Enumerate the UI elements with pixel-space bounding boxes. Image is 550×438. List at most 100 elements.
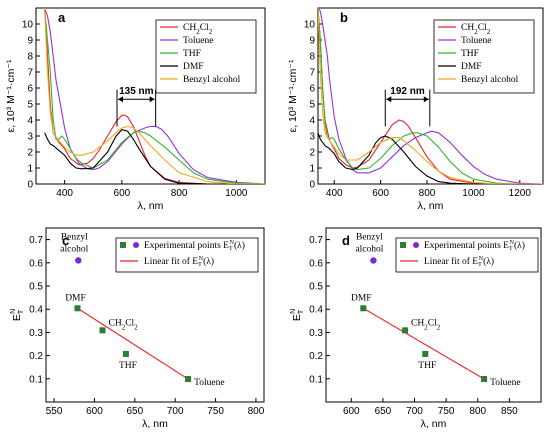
x-tick-label: 1000 [462,188,485,199]
y-tick-label: 0.3 [29,328,43,339]
data-point-square [402,327,409,334]
point-label: CH2Cl2 [109,318,139,331]
point-label: Benzyl [356,232,383,242]
data-point-circle [75,257,82,264]
arrow-head [423,96,429,103]
x-tick-label: 650 [126,406,143,417]
data-point-square [122,350,129,357]
series-line [44,8,265,184]
legend-square [400,242,406,248]
y-tick-label: 10 [22,20,34,31]
y-tick-label: 9 [27,36,33,47]
y-tick-label: 0.2 [29,351,43,362]
point-label: DMF [65,293,86,303]
legend-box [433,19,535,94]
plot-frame [317,7,544,185]
x-tick-label: 600 [86,406,103,417]
x-tick-label: 700 [406,406,423,417]
y-tick-label: 8 [27,52,33,63]
fit-line [363,307,485,380]
chart-panel-d: 600 650 700 750 800 850 0.1 0.2 0.3 0.4 0.5 0.6 0.7 λ… [290,227,542,430]
panel-letter: b [340,10,348,25]
legend-label: Experimental points ETN(λ) [144,240,245,252]
series-line [318,8,543,184]
series-line [318,8,543,184]
x-tick-label: 750 [438,406,455,417]
point-label: alcohol [355,244,383,254]
point-label: alcohol [60,244,88,254]
arrow-head [118,96,124,103]
point-label: DMF [351,293,372,303]
panel-letter: a [58,10,66,25]
data-point-square [360,305,367,312]
y-tick-label: 7 [27,68,33,79]
y-tick-label: 0.5 [29,282,43,293]
legend-label: Experimental points ETN(λ) [424,240,525,252]
data-point-square [185,376,192,383]
x-tick-label: 800 [248,406,265,417]
y-tick-label: 0.1 [29,374,43,385]
x-axis-label: λ, nm [142,418,168,430]
y-axis-label: ETN [10,309,25,321]
point-label: CH2Cl2 [411,318,441,331]
point-label: Toluene [194,378,224,388]
y-tick-label: 6 [309,84,315,95]
y-tick-label: 0.6 [309,258,323,269]
y-tick-label: 7 [309,68,315,79]
y-tick-label: 0.2 [309,351,323,362]
legend-box [155,19,257,94]
y-tick-label: 0.4 [29,305,43,316]
y-tick-label: 10 [304,20,316,31]
legend-box [395,237,539,273]
x-tick-label: 1000 [225,188,248,199]
series-line [318,132,543,184]
series-line [44,128,265,184]
arrow-head [386,96,392,103]
x-tick-label: 700 [167,406,184,417]
y-axis-label: ETN [290,309,305,321]
arrow-head [149,96,155,103]
legend-circle [413,242,419,248]
legend-label: THF [183,49,201,59]
data-point-square [99,327,106,334]
y-tick-label: 9 [309,36,315,47]
legend-label: DMF [461,62,482,72]
series-line [44,8,265,184]
point-label: Toluene [490,378,520,388]
y-tick-label: 5 [27,100,33,111]
x-tick-label: 400 [326,188,343,199]
plot-frame [35,7,266,185]
x-tick-label: 550 [46,406,63,417]
y-tick-label: 2 [309,148,315,159]
legend-label: Linear fit of ETN(λ) [144,256,214,268]
y-tick-label: 1 [309,164,315,175]
series-line [44,8,265,184]
x-tick-label: 800 [171,188,188,199]
chart-panel-a: 400 600 800 1000 0 1 2 3 4 5 6 7 8 9 10 λ, nm ε, 10³ M⁻¹… [5,7,266,212]
x-tick-label: 800 [469,406,486,417]
y-tick-label: 4 [309,116,315,127]
legend-label: THF [461,49,479,59]
panel-letter: c [62,233,69,248]
y-tick-label: 0.7 [309,235,323,246]
chart-panel-c: 550 600 650 700 750 800 0.1 0.2 0.3 0.4 0.5 0.6 0.7 λ… [10,227,265,430]
point-label: THF [418,361,436,371]
x-axis-label: λ, nm [138,200,164,212]
legend-label: CH2Cl2 [461,23,491,36]
y-axis-label: ε, 10³ M⁻¹·cm⁻¹ [5,59,17,132]
x-axis-label: λ, nm [418,200,444,212]
y-tick-label: 8 [309,52,315,63]
data-point-square [422,350,429,357]
data-point-square [481,376,488,383]
y-tick-label: 0.1 [309,374,323,385]
y-tick-label: 5 [309,100,315,111]
y-tick-label: 6 [27,84,33,95]
y-axis-label: ε, 10³ M⁻¹·cm⁻¹ [287,59,299,132]
y-tick-label: 0.5 [309,282,323,293]
x-tick-label: 400 [56,188,73,199]
x-tick-label: 600 [372,188,389,199]
plot-frame [45,227,265,403]
y-tick-label: 2 [27,148,33,159]
y-tick-label: 0 [309,180,315,191]
